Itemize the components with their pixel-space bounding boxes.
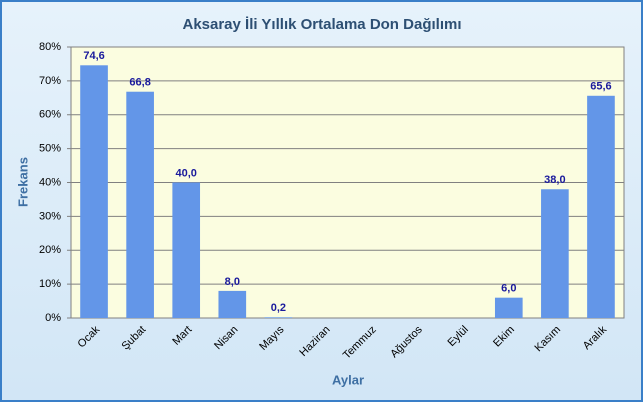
y-tick-label: 20% xyxy=(39,244,61,256)
y-tick-label: 0% xyxy=(45,312,61,324)
y-tick-label: 40% xyxy=(39,176,61,188)
y-tick-label: 10% xyxy=(39,278,61,290)
y-tick-label: 30% xyxy=(39,210,61,222)
bar xyxy=(264,317,293,318)
x-axis-title: Aylar xyxy=(332,372,364,387)
bar xyxy=(218,290,247,318)
bar xyxy=(587,95,615,318)
y-tick-label: 50% xyxy=(39,143,61,155)
bar xyxy=(80,65,108,318)
data-label: 40,0 xyxy=(175,167,196,179)
bar xyxy=(126,91,154,318)
data-label: 6,0 xyxy=(501,283,516,295)
bar xyxy=(541,189,569,318)
bar xyxy=(494,297,523,318)
data-label: 74,6 xyxy=(83,50,104,62)
data-label: 66,8 xyxy=(129,77,150,89)
data-label: 65,6 xyxy=(590,81,611,93)
y-axis-title: Frekans xyxy=(15,157,30,207)
data-label: 8,0 xyxy=(225,276,240,288)
data-label: 0,2 xyxy=(271,302,286,314)
data-label: 38,0 xyxy=(544,174,565,186)
chart-title: Aksaray İli Yıllık Ortalama Don Dağılımı xyxy=(182,16,461,33)
bar xyxy=(172,182,201,318)
y-tick-label: 80% xyxy=(39,41,61,53)
y-tick-label: 70% xyxy=(39,75,61,87)
y-tick-label: 60% xyxy=(39,109,61,121)
